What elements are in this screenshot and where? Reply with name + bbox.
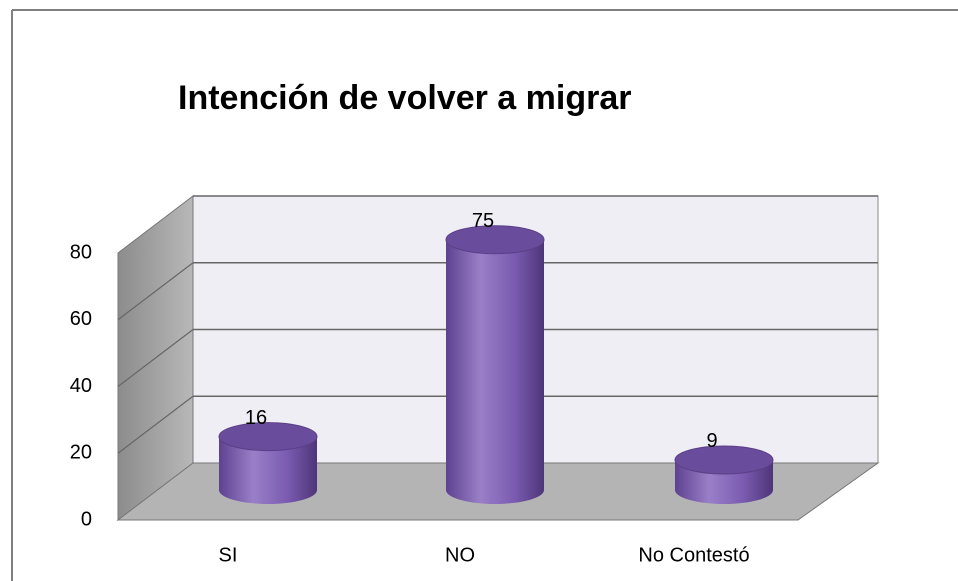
bar-top xyxy=(445,225,545,255)
bar-top xyxy=(674,445,774,475)
bar xyxy=(219,436,317,504)
bar xyxy=(446,239,544,504)
value-label: 16 xyxy=(245,407,267,429)
chart-title: Intención de volver a migrar xyxy=(178,79,631,117)
value-label: 9 xyxy=(706,430,717,452)
y-tick-label: 80 xyxy=(70,241,92,263)
y-tick-label: 0 xyxy=(81,508,92,530)
value-label: 75 xyxy=(472,210,494,232)
grid-line xyxy=(117,329,194,387)
bar-top xyxy=(218,422,318,452)
y-tick-label: 40 xyxy=(70,375,92,397)
grid-line xyxy=(117,395,194,454)
x-tick-label: No Contestó xyxy=(638,544,749,566)
y-tick-label: 60 xyxy=(70,308,92,330)
x-tick-label: NO xyxy=(445,544,475,566)
grid-line xyxy=(117,262,194,321)
y-tick-label: 20 xyxy=(70,442,92,464)
x-tick-label: SI xyxy=(219,544,238,566)
